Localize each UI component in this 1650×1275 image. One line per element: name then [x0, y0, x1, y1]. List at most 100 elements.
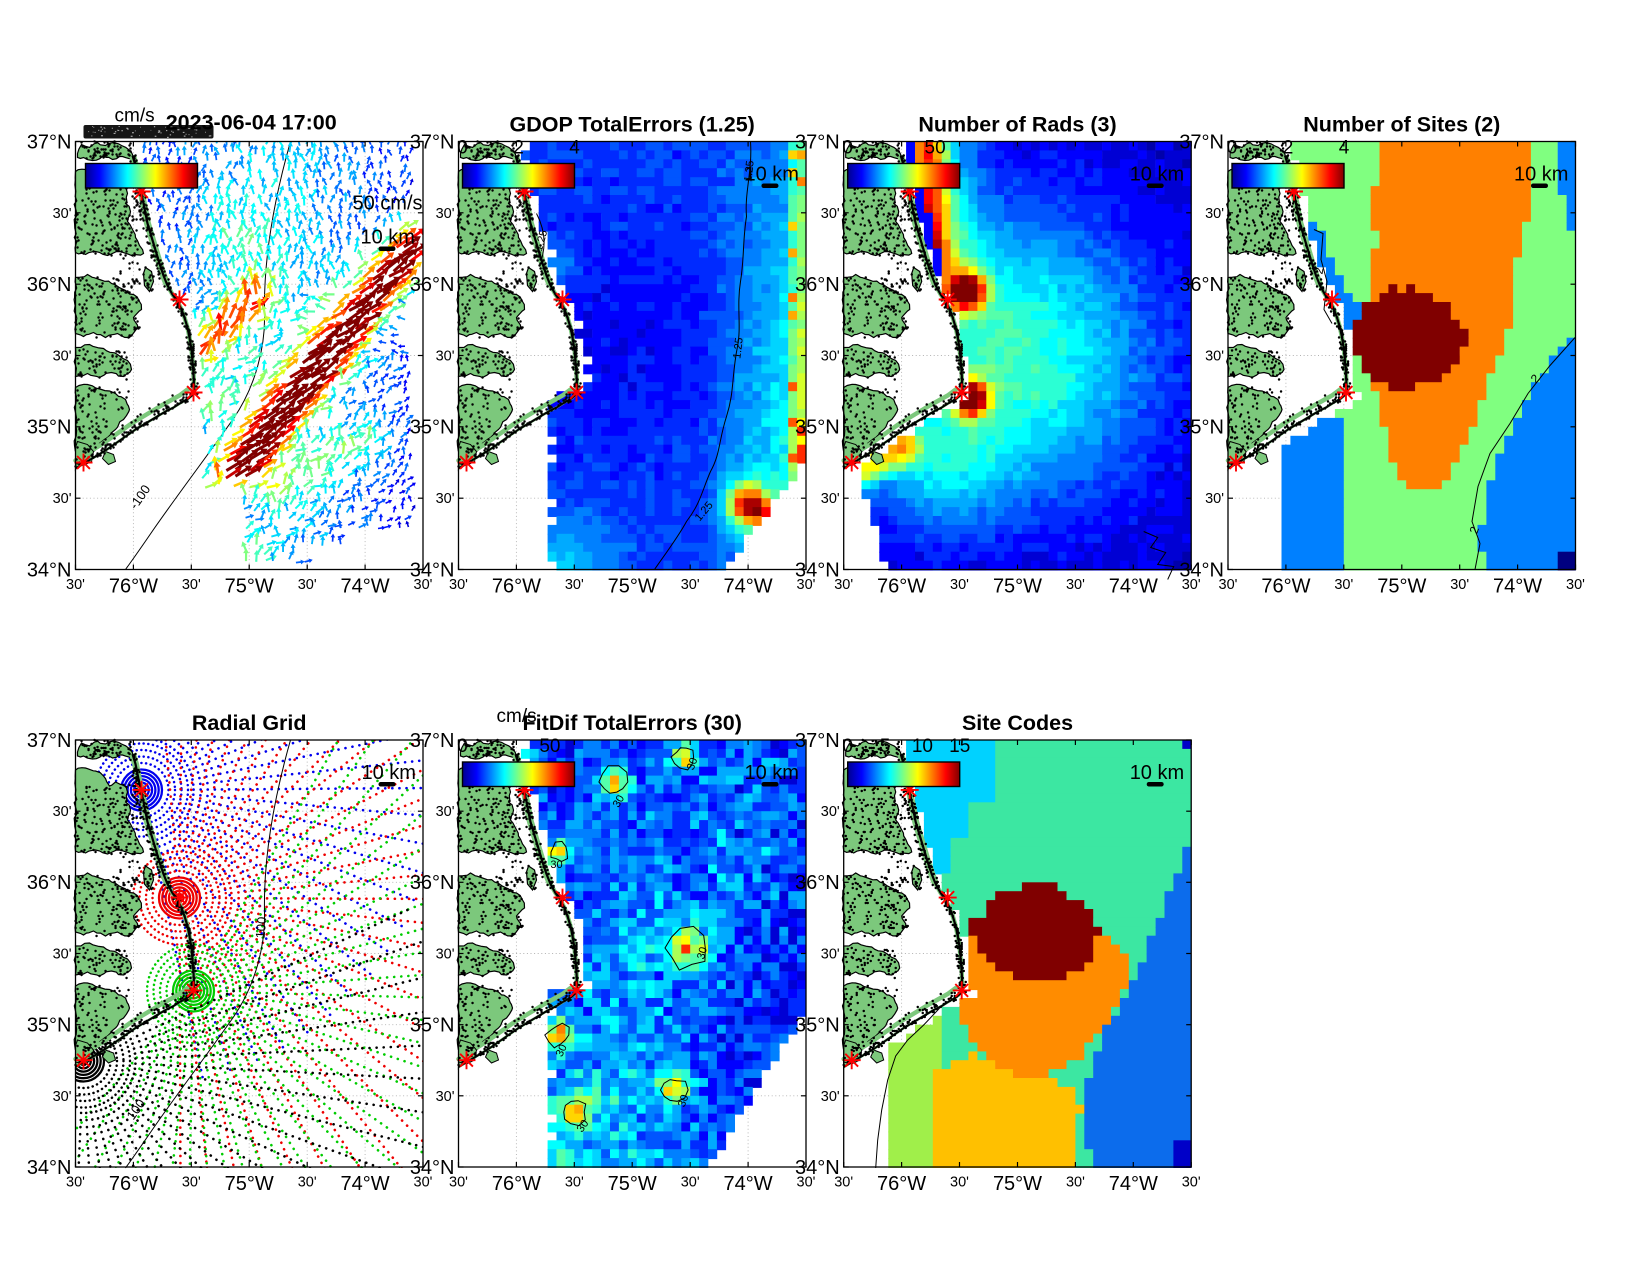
svg-text:30': 30' — [66, 1175, 85, 1191]
svg-text:74°W: 74°W — [724, 1173, 773, 1195]
svg-text:0: 0 — [1227, 138, 1238, 159]
svg-text:10 km: 10 km — [1130, 164, 1184, 186]
svg-text:30: 30 — [554, 1043, 570, 1059]
svg-text:30': 30' — [414, 577, 433, 593]
svg-text:30: 30 — [550, 859, 562, 871]
svg-text:Radial Grid: Radial Grid — [192, 711, 307, 735]
svg-text:Site Codes: Site Codes — [962, 711, 1073, 735]
svg-text:30': 30' — [1182, 1175, 1201, 1191]
svg-text:34°N: 34°N — [1179, 559, 1224, 581]
svg-text:36°N: 36°N — [795, 274, 840, 296]
svg-text:74°W: 74°W — [724, 576, 773, 598]
svg-text:37°N: 37°N — [795, 131, 840, 153]
svg-text:30': 30' — [821, 946, 840, 962]
svg-text:36°N: 36°N — [795, 872, 840, 894]
svg-text:35°N: 35°N — [410, 417, 455, 439]
svg-text:75°W: 75°W — [608, 1173, 657, 1195]
svg-text:GDOP TotalErrors (1.25): GDOP TotalErrors (1.25) — [510, 113, 755, 137]
svg-text:37°N: 37°N — [27, 131, 72, 153]
svg-text:36°N: 36°N — [410, 274, 455, 296]
svg-text:10 km: 10 km — [745, 164, 799, 186]
svg-text:34°N: 34°N — [410, 1157, 455, 1179]
svg-text:30': 30' — [834, 1175, 853, 1191]
svg-text:10: 10 — [912, 736, 933, 757]
svg-text:30': 30' — [1066, 1175, 1085, 1191]
svg-text:1.25: 1.25 — [533, 229, 550, 253]
svg-text:34°N: 34°N — [795, 559, 840, 581]
svg-text:30': 30' — [182, 577, 201, 593]
svg-text:75°W: 75°W — [993, 576, 1042, 598]
svg-text:36°N: 36°N — [27, 872, 72, 894]
svg-text:30': 30' — [436, 1089, 455, 1105]
svg-text:76°W: 76°W — [492, 576, 541, 598]
svg-text:74°W: 74°W — [341, 576, 390, 598]
svg-text:30: 30 — [611, 793, 628, 810]
svg-text:30': 30' — [53, 348, 72, 364]
svg-text:30': 30' — [1450, 577, 1469, 593]
svg-text:36°N: 36°N — [410, 872, 455, 894]
svg-text:1.25: 1.25 — [731, 337, 746, 360]
svg-text:30': 30' — [1566, 577, 1585, 593]
svg-text:30: 30 — [685, 756, 700, 772]
svg-text:74°W: 74°W — [1493, 576, 1542, 598]
svg-text:75°W: 75°W — [608, 576, 657, 598]
svg-text:37°N: 37°N — [27, 730, 72, 752]
svg-text:76°W: 76°W — [1261, 576, 1310, 598]
svg-text:35°N: 35°N — [410, 1015, 455, 1037]
svg-text:76°W: 76°W — [877, 1173, 926, 1195]
svg-text:35°N: 35°N — [1179, 417, 1224, 439]
svg-text:30': 30' — [1205, 491, 1224, 507]
svg-text:34°N: 34°N — [410, 559, 455, 581]
svg-text:0: 0 — [457, 736, 468, 757]
svg-text:0: 0 — [457, 138, 468, 159]
svg-text:30': 30' — [1205, 206, 1224, 222]
svg-text:30': 30' — [950, 1175, 969, 1191]
svg-text:35°N: 35°N — [795, 1015, 840, 1037]
svg-text:10 km: 10 km — [361, 227, 415, 249]
svg-text:36°N: 36°N — [27, 274, 72, 296]
svg-text:30': 30' — [950, 577, 969, 593]
svg-text:30': 30' — [797, 577, 816, 593]
svg-text:30': 30' — [681, 1175, 700, 1191]
svg-text:76°W: 76°W — [877, 576, 926, 598]
svg-text:0: 0 — [842, 736, 853, 757]
svg-text:76°W: 76°W — [109, 576, 158, 598]
svg-text:1.25: 1.25 — [742, 160, 757, 183]
svg-text:10 km: 10 km — [1130, 762, 1184, 784]
svg-text:30': 30' — [53, 206, 72, 222]
svg-text:cm/s: cm/s — [497, 706, 537, 727]
svg-text:30': 30' — [53, 491, 72, 507]
svg-text:74°W: 74°W — [1109, 576, 1158, 598]
svg-text:2: 2 — [1283, 138, 1294, 159]
svg-text:30': 30' — [414, 1175, 433, 1191]
svg-text:4: 4 — [1339, 138, 1350, 159]
svg-text:35°N: 35°N — [27, 1015, 72, 1037]
svg-text:30': 30' — [1334, 577, 1353, 593]
svg-text:cm/s: cm/s — [115, 106, 155, 127]
svg-text:30': 30' — [66, 577, 85, 593]
svg-text:30': 30' — [436, 491, 455, 507]
svg-text:30': 30' — [298, 1175, 317, 1191]
svg-text:30': 30' — [565, 577, 584, 593]
svg-text:0: 0 — [842, 138, 853, 159]
svg-text:75°W: 75°W — [1377, 576, 1426, 598]
svg-text:30': 30' — [1205, 348, 1224, 364]
svg-text:100: 100 — [253, 916, 270, 939]
svg-text:37°N: 37°N — [410, 131, 455, 153]
svg-text:30': 30' — [53, 804, 72, 820]
svg-text:30': 30' — [436, 946, 455, 962]
svg-text:10 km: 10 km — [1514, 164, 1568, 186]
svg-text:36°N: 36°N — [1179, 274, 1224, 296]
svg-text:2: 2 — [1312, 266, 1327, 275]
svg-text:50: 50 — [539, 736, 560, 757]
svg-text:30': 30' — [1219, 577, 1238, 593]
svg-text:30: 30 — [575, 1118, 592, 1135]
svg-text:Number of Rads (3): Number of Rads (3) — [918, 113, 1116, 137]
svg-text:30': 30' — [821, 491, 840, 507]
svg-text:75°W: 75°W — [225, 1173, 274, 1195]
svg-text:10 km: 10 km — [745, 762, 799, 784]
svg-text:30': 30' — [436, 206, 455, 222]
svg-text:30': 30' — [1066, 577, 1085, 593]
svg-text:75°W: 75°W — [225, 576, 274, 598]
svg-text:30: 30 — [695, 946, 710, 961]
